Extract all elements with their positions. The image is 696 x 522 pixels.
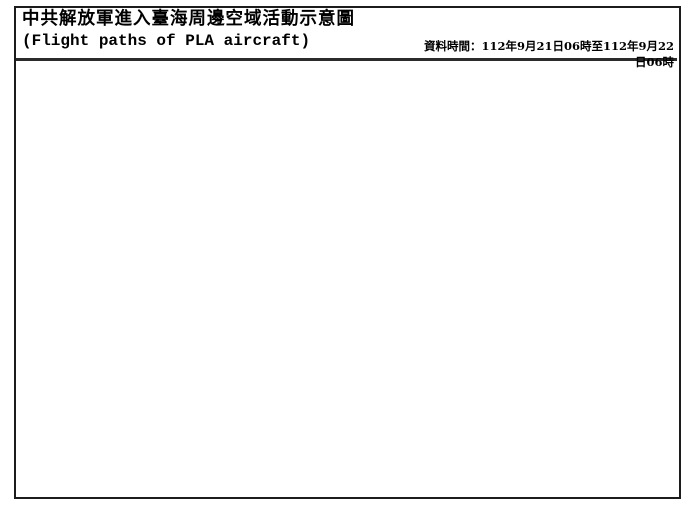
- title-chinese: 中共解放軍進入臺海周邊空域活動示意圖: [22, 9, 355, 29]
- header-divider: [16, 58, 677, 61]
- page-title: 中共解放軍進入臺海周邊空域活動示意圖 (Flight paths of PLA …: [22, 9, 355, 51]
- title-english: (Flight paths of PLA aircraft): [22, 31, 311, 50]
- data-time-range: 資料時間：112年9月21日06時至112年9月22日06時: [423, 39, 674, 69]
- page-border: [14, 6, 681, 499]
